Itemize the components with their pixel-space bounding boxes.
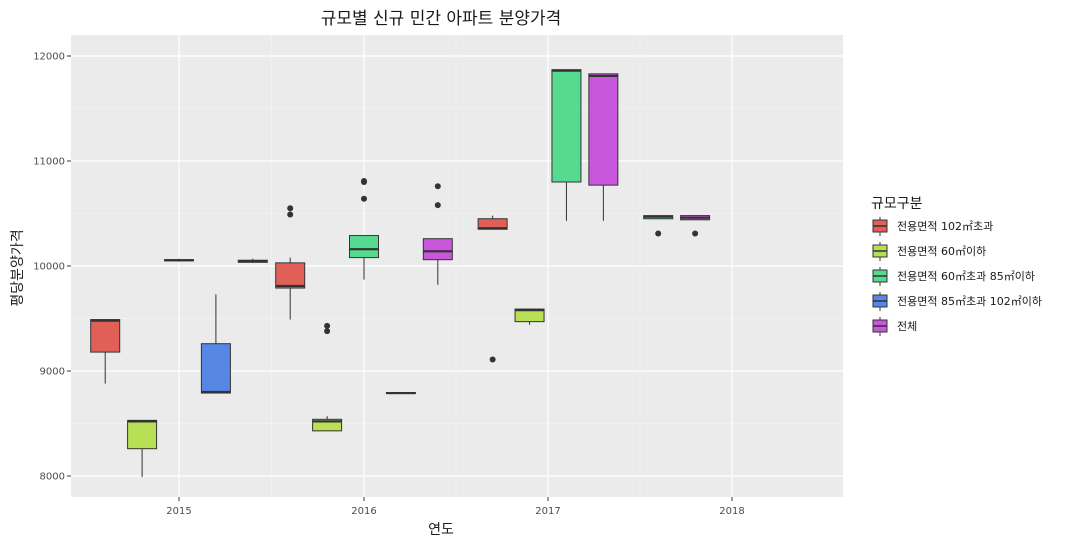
plot-panel: 8000 9000 10000 11000 12000 2015 2016 2017 2018 (33, 35, 843, 517)
y-tick-label: 10000 (33, 262, 65, 273)
box-2016-series-1 (312, 322, 343, 432)
box-2015-series-4 (237, 258, 268, 263)
outlier-point (324, 328, 331, 335)
box-body (90, 319, 121, 353)
outlier-point (361, 177, 367, 184)
box-2016-series-2 (349, 177, 379, 280)
legend-label: 전용면적 85㎡초과 102㎡이하 (897, 294, 1042, 308)
legend-label: 전용면적 60㎡이하 (897, 244, 986, 258)
outlier-point (434, 202, 441, 209)
box-body (588, 73, 619, 186)
legend-item: 전용면적 60㎡이하 (872, 242, 986, 261)
box-body (349, 235, 379, 259)
box-2015-series-3 (200, 294, 231, 394)
outlier-point (489, 356, 496, 363)
box-2016-series-0 (275, 205, 306, 320)
x-tick-label: 2017 (535, 506, 560, 517)
x-axis-title: 연도 (428, 522, 454, 538)
box-2015-series-2 (164, 258, 194, 262)
box-body (275, 262, 306, 289)
y-tick-label: 9000 (40, 367, 65, 378)
outlier-point (434, 183, 441, 190)
legend-label: 전용면적 60㎡초과 85㎡이하 (897, 269, 1035, 283)
y-axis-title: 평당분양가격 (10, 229, 26, 306)
outlier-point (361, 195, 367, 202)
legend-item: 전용면적 85㎡초과 102㎡이하 (872, 292, 1042, 311)
box-body (312, 418, 343, 432)
outlier-point (692, 230, 699, 237)
box-2016-series-4 (422, 183, 453, 285)
x-tick-label: 2018 (719, 506, 744, 517)
box-2017-series-2 (551, 69, 582, 221)
box-body (127, 419, 158, 450)
box-body (551, 69, 582, 183)
box-2017-series-0 (477, 215, 508, 363)
outlier-point (324, 322, 331, 329)
outlier-point (287, 211, 294, 218)
y-tick-label: 12000 (33, 52, 65, 63)
box-2015-series-0 (90, 319, 121, 384)
legend-label: 전체 (897, 320, 917, 333)
legend-label: 전용면적 102㎡초과 (897, 220, 993, 233)
legend-item: 전용면적 102㎡초과 (872, 217, 993, 236)
outlier-point (287, 205, 294, 212)
box-body (422, 238, 453, 261)
x-tick-label: 2015 (166, 506, 191, 517)
legend-item: 전체 (872, 317, 917, 336)
outlier-point (655, 230, 662, 237)
box-2017-series-4 (588, 73, 619, 221)
legend-title: 규모구분 (871, 196, 923, 212)
box-2015-series-1 (127, 419, 158, 478)
legend-item: 전용면적 60㎡초과 85㎡이하 (872, 267, 1035, 286)
box-2018-series-4 (680, 215, 711, 237)
y-tick-label: 8000 (40, 472, 65, 483)
box-2018-series-2 (643, 215, 674, 237)
x-tick-label: 2016 (351, 506, 376, 517)
box-2017-series-1 (514, 308, 545, 325)
y-tick-label: 11000 (33, 157, 65, 168)
box-body (200, 343, 231, 394)
box-2016-series-3 (385, 391, 416, 395)
chart-title: 규모별 신규 민간 아파트 분양가격 (321, 9, 562, 29)
